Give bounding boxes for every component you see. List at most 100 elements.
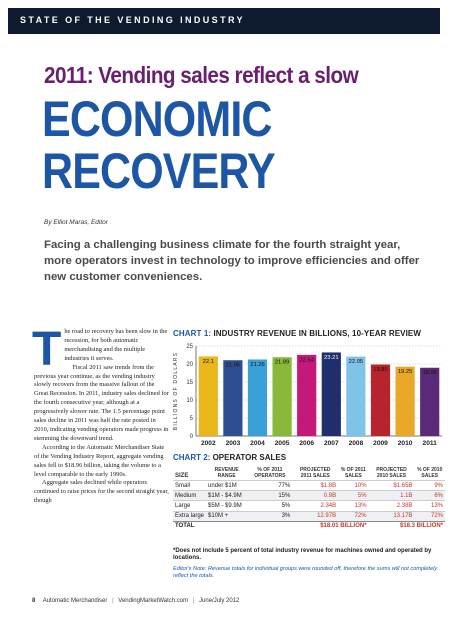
table-row: Small under $1M 77% $1.8B 10% $1.65B 9%: [173, 479, 445, 491]
column-header: SIZE: [175, 473, 189, 479]
issue-date: June/July 2012: [199, 598, 240, 604]
table-cell: $1.65B: [368, 479, 415, 491]
table-cell: 13%: [414, 500, 445, 512]
website-link[interactable]: VendingMarketWatch.com: [118, 598, 189, 604]
y-tick-label: 25: [186, 344, 193, 350]
column-header: PROJECTED 2010 SALES: [376, 467, 407, 479]
table-cell: 13%: [338, 500, 369, 512]
table-cell: 1.1B: [368, 490, 415, 501]
page-number: 8: [32, 598, 36, 604]
operator-sales-table: SIZE REVENUE RANGE % OF 2011 OPERATORS P…: [173, 466, 445, 531]
chart-2-title: CHART 2: OPERATOR SALES: [173, 453, 286, 462]
bar-value-label: 21.05: [226, 363, 241, 369]
bar-value-label: 18.96: [422, 370, 437, 376]
table-cell: 6%: [414, 490, 445, 501]
headline-line-2: RECOVERY: [42, 143, 276, 199]
table-cell: Large: [173, 500, 207, 512]
revenue-bar-chart: BILLIONS OF DOLLARS 0 5 10 15 20 25 22.1 2002 21.…: [173, 344, 442, 447]
table-cell: TOTAL: [173, 520, 207, 531]
table-row: Medium $1M - $4.9M 15% 0.9B 5% 1.1B 6%: [173, 490, 445, 501]
column-header: % OF 2011 SALES: [340, 467, 366, 479]
bar: [198, 356, 218, 436]
footer-separator: |: [112, 598, 114, 604]
editor-note: Editor's Note: Revenue totals for indivi…: [173, 566, 438, 579]
section-header-bar: STATE OF THE VENDING INDUSTRY: [8, 8, 440, 34]
publication-name: Automatic Merchandiser: [42, 598, 108, 604]
table-cell: $10M +: [206, 510, 248, 522]
table-cell: 9%: [414, 479, 445, 491]
headline-kicker: 2011: Vending sales reflect a slow: [44, 62, 359, 88]
column-header: % OF 2011 OPERATORS: [254, 467, 286, 479]
body-paragraph: Aggregate sales declined while operators…: [34, 479, 169, 505]
table-cell: 72%: [414, 510, 445, 522]
x-tick-label: 2002: [201, 440, 216, 447]
bar-value-label: 22.54: [299, 357, 314, 363]
column-header: % OF 2010 SALES: [417, 467, 443, 479]
bar-value-label: 22.1: [203, 359, 214, 365]
table-cell: 3%: [247, 510, 293, 522]
bar: [370, 364, 391, 436]
drop-cap: T: [32, 323, 62, 376]
bar-value-label: 21.26: [250, 362, 265, 368]
table-cell: 72%: [338, 510, 369, 522]
x-tick-label: 2011: [423, 440, 438, 447]
bar-value-label: 19.85: [373, 367, 388, 373]
table-cell: Small: [173, 479, 207, 491]
article-deck: Facing a challenging business climate fo…: [44, 239, 420, 283]
bar-value-label: 21.89: [275, 360, 290, 366]
y-axis-label: BILLIONS OF DOLLARS: [173, 352, 179, 430]
bar: [247, 359, 268, 436]
bar-value-label: 22.05: [349, 359, 364, 365]
x-tick-label: 2003: [226, 440, 241, 447]
table-cell: Medium: [173, 490, 207, 501]
footer-separator: |: [192, 598, 195, 604]
table-cell: 15%: [247, 490, 293, 501]
y-tick-label: 15: [186, 380, 193, 386]
column-header: PROJECTED 2011 SALES: [299, 467, 331, 479]
table-cell: $1M - $4.9M: [206, 490, 248, 501]
x-tick-label: 2004: [250, 440, 265, 447]
y-tick-label: 20: [186, 362, 193, 368]
table-footnote: *Does not include 5 percent of total ind…: [173, 548, 432, 562]
x-tick-label: 2008: [349, 440, 364, 447]
y-tick-label: 10: [186, 398, 193, 404]
x-tick-label: 2005: [275, 440, 290, 447]
body-paragraph: According to the Automatic Merchandiser …: [34, 443, 165, 478]
table-header-row: SIZE REVENUE RANGE % OF 2011 OPERATORS P…: [173, 466, 445, 481]
table-row: Extra large $10M + 3% 12.97B 72% 13.17B …: [173, 510, 445, 522]
table-cell: [206, 520, 248, 531]
table-cell: 5%: [338, 490, 369, 501]
table-cell: [247, 520, 293, 531]
bar: [297, 354, 317, 436]
chart-1-label: INDUSTRY REVENUE IN BILLIONS, 10-YEAR RE…: [213, 329, 422, 338]
table-row: Large $5M - $9.9M 5% 2.34B 13% 2.38B 13%: [173, 500, 445, 512]
x-tick-label: 2006: [299, 440, 314, 447]
bar-value-label: 19.25: [398, 369, 413, 375]
table-cell: Extra large: [173, 510, 207, 522]
bar: [346, 356, 366, 436]
x-tick-label: 2009: [373, 440, 388, 447]
body-paragraph: he road to recovery has been slow in the…: [64, 328, 168, 362]
x-tick-label: 2010: [398, 440, 413, 447]
table-total-row: TOTAL $18.01 BILLION* $18.3 BILLION*: [173, 520, 445, 531]
headline-line-1: ECONOMIC: [42, 91, 272, 147]
section-label: STATE OF THE VENDING INDUSTRY: [20, 15, 245, 25]
byline: By Elliot Maras, Editor: [44, 219, 108, 226]
table-cell: 13.17B: [368, 510, 415, 522]
table-cell: $1.8B: [292, 479, 339, 491]
bar: [321, 352, 341, 436]
bar: [420, 367, 440, 436]
page-footer: 8 Automatic Merchandiser | VendingMarket…: [32, 598, 239, 604]
table-cell: 2.34B: [292, 500, 339, 512]
chart-2-label: OPERATOR SALES: [212, 453, 287, 462]
table-cell: $18.3 BILLION*: [368, 520, 445, 531]
article-body: T he road to recovery has been slow in t…: [32, 323, 170, 506]
table-cell: 12.97B: [292, 510, 339, 522]
table-cell: 0.9B: [292, 490, 339, 501]
chart-1-number: CHART 1:: [173, 329, 212, 338]
table-cell: $5M - $9.9M: [206, 500, 248, 512]
table-cell: under $1M: [206, 479, 248, 491]
y-tick-label: 0: [190, 434, 194, 440]
bar: [272, 357, 292, 436]
